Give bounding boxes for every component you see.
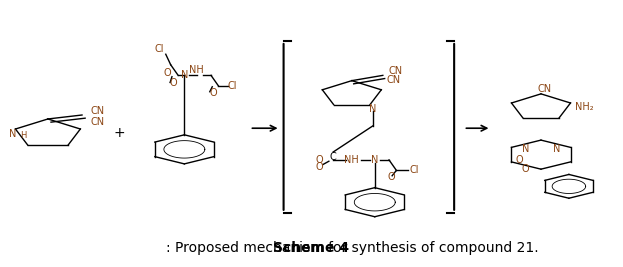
Text: NH: NH [345, 155, 359, 165]
Text: O: O [315, 155, 323, 165]
Text: O: O [521, 164, 530, 174]
Text: H: H [21, 131, 27, 140]
Text: NH₂: NH₂ [575, 102, 594, 112]
Text: CN: CN [387, 75, 401, 85]
Text: O: O [315, 162, 323, 171]
Text: O: O [164, 68, 171, 78]
Text: Cl: Cl [409, 166, 419, 175]
Text: C: C [330, 152, 336, 162]
Text: CN: CN [537, 84, 551, 93]
Text: N: N [9, 129, 16, 139]
Text: NH: NH [189, 65, 204, 75]
Text: N: N [553, 144, 560, 154]
Text: CN: CN [90, 117, 105, 127]
Text: N: N [369, 104, 377, 113]
Text: Cl: Cl [227, 81, 237, 91]
Text: O: O [170, 78, 178, 88]
Text: N: N [181, 70, 188, 80]
Text: CN: CN [388, 66, 402, 76]
Text: N: N [371, 155, 378, 165]
Text: : Proposed mechanism for synthesis of compound 21.: : Proposed mechanism for synthesis of co… [166, 241, 538, 255]
Text: N: N [522, 144, 529, 154]
Text: O: O [515, 155, 523, 165]
Text: O: O [387, 172, 395, 182]
Text: CN: CN [90, 106, 105, 116]
Text: Scheme 4: Scheme 4 [273, 241, 350, 255]
Text: O: O [210, 88, 217, 97]
Text: +: + [113, 127, 125, 140]
Text: Cl: Cl [155, 44, 164, 54]
